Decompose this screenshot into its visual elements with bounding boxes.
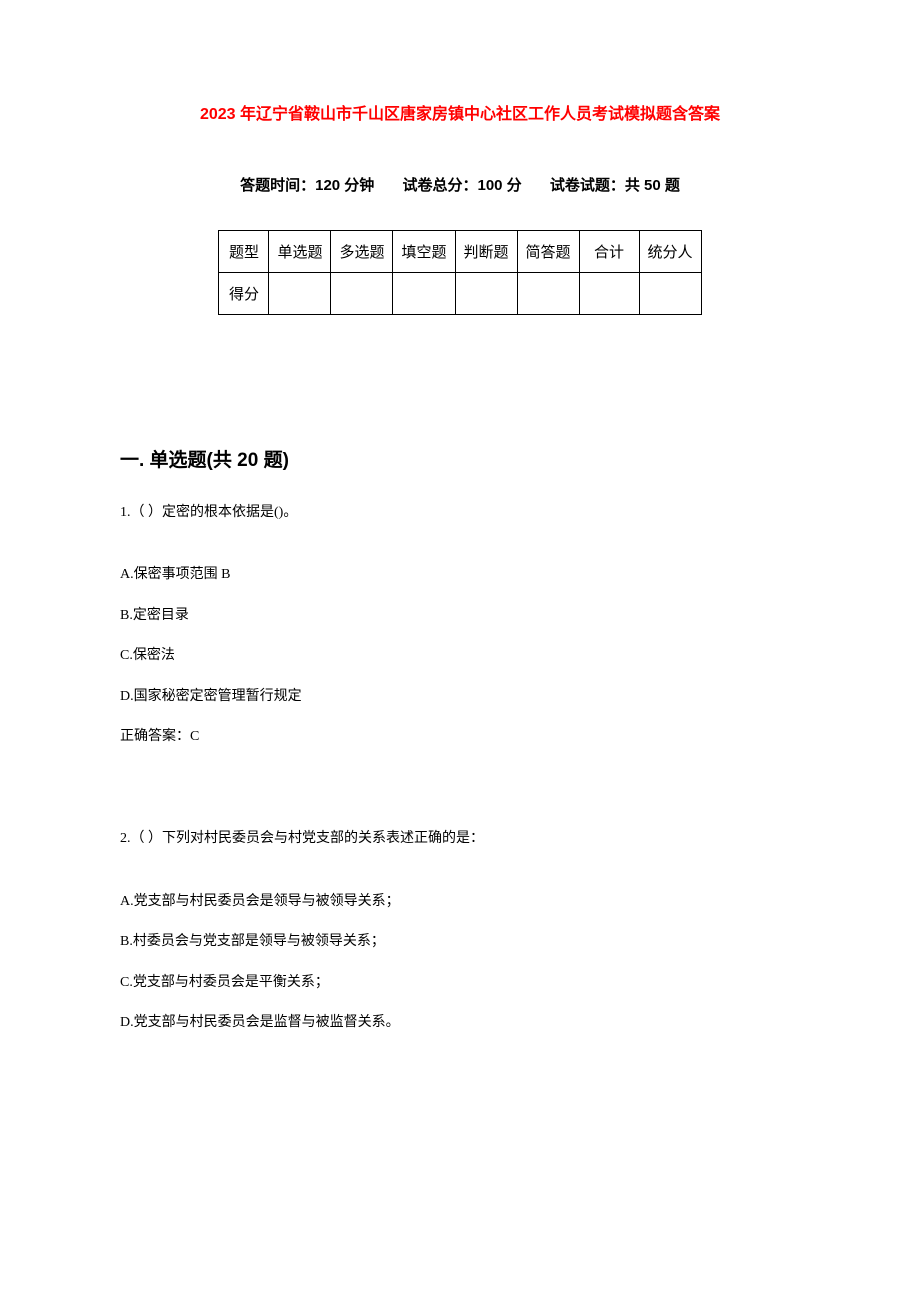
table-row-label: 得分 xyxy=(219,273,269,315)
table-header-row: 题型 单选题 多选题 填空题 判断题 简答题 合计 统分人 xyxy=(219,231,701,273)
table-header-cell: 合计 xyxy=(579,231,639,273)
option-c: C.保密法 xyxy=(120,645,800,667)
exam-total-score: 试卷总分：100 分 xyxy=(402,177,521,194)
question-block-2: 2.（ ）下列对村民委员会与村党支部的关系表述正确的是： A.党支部与村民委员会… xyxy=(120,828,800,1034)
table-score-cell xyxy=(517,273,579,315)
table-score-cell xyxy=(269,273,331,315)
table-score-cell xyxy=(639,273,701,315)
question-text: 1.（ ）定密的根本依据是()。 xyxy=(120,502,800,524)
option-d: D.国家秘密定密管理暂行规定 xyxy=(120,686,800,708)
score-table: 题型 单选题 多选题 填空题 判断题 简答题 合计 统分人 得分 xyxy=(218,230,701,315)
table-header-cell: 判断题 xyxy=(455,231,517,273)
table-score-cell xyxy=(579,273,639,315)
option-a: A.保密事项范围 B xyxy=(120,564,800,586)
table-header-cell: 统分人 xyxy=(639,231,701,273)
exam-info: 答题时间：120 分钟 试卷总分：100 分 试卷试题：共 50 题 xyxy=(120,174,800,195)
table-header-cell: 多选题 xyxy=(331,231,393,273)
document-title: 2023 年辽宁省鞍山市千山区唐家房镇中心社区工作人员考试模拟题含答案 xyxy=(120,100,800,124)
table-header-cell: 填空题 xyxy=(393,231,455,273)
exam-question-count: 试卷试题：共 50 题 xyxy=(550,177,680,194)
table-score-cell xyxy=(331,273,393,315)
section-title: 一. 单选题(共 20 题) xyxy=(120,445,800,472)
table-score-row: 得分 xyxy=(219,273,701,315)
exam-time: 答题时间：120 分钟 xyxy=(240,177,374,194)
option-b: B.村委员会与党支部是领导与被领导关系； xyxy=(120,931,800,953)
table-score-cell xyxy=(393,273,455,315)
question-block-1: 1.（ ）定密的根本依据是()。 A.保密事项范围 B B.定密目录 C.保密法… xyxy=(120,502,800,748)
option-a: A.党支部与村民委员会是领导与被领导关系； xyxy=(120,891,800,913)
option-d: D.党支部与村民委员会是监督与被监督关系。 xyxy=(120,1012,800,1034)
correct-answer: 正确答案：C xyxy=(120,726,800,748)
option-b: B.定密目录 xyxy=(120,605,800,627)
table-score-cell xyxy=(455,273,517,315)
table-header-cell: 题型 xyxy=(219,231,269,273)
option-c: C.党支部与村委员会是平衡关系； xyxy=(120,972,800,994)
table-header-cell: 简答题 xyxy=(517,231,579,273)
question-text: 2.（ ）下列对村民委员会与村党支部的关系表述正确的是： xyxy=(120,828,800,850)
table-header-cell: 单选题 xyxy=(269,231,331,273)
